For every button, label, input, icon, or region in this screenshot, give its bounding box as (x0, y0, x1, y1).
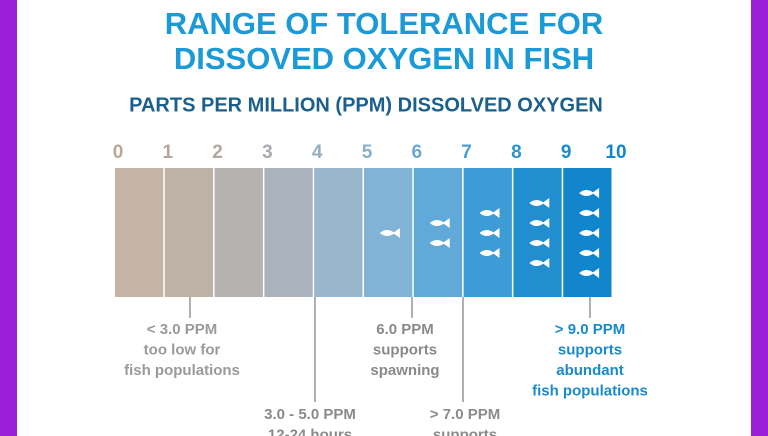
scale-label: 6 (412, 142, 423, 163)
scale-segment (413, 168, 463, 297)
fish-icon (429, 238, 450, 248)
subtitle: PARTS PER MILLION (PPM) DISSOLVED OXYGEN (129, 94, 603, 116)
fish-icon (479, 208, 500, 218)
annotation-text: 12-24 hours (268, 426, 352, 436)
annotation-text: abundant (556, 362, 624, 379)
left-border (0, 0, 17, 436)
fish-icon (579, 188, 600, 198)
fish-icon (529, 218, 550, 228)
scale-segment (513, 168, 562, 297)
annotation-text: 6.0 PPM (376, 321, 434, 338)
scale-label: 9 (561, 142, 572, 163)
annotation-text: 3.0 - 5.0 PPM (264, 406, 356, 423)
scale-segment (314, 168, 363, 297)
scale-label: 1 (163, 142, 174, 163)
scale-label: 7 (461, 142, 472, 163)
annotation-text: fish populations (532, 382, 648, 399)
scale-label: 3 (262, 142, 273, 163)
annotation-text: too low for (144, 341, 221, 358)
scale-label: 0 (113, 142, 124, 163)
annotation-text: > 9.0 PPM (555, 321, 625, 338)
annotation-text: spawning (370, 362, 439, 379)
scale-label: 8 (511, 142, 522, 163)
fish-icon (579, 228, 600, 238)
fish-icon (479, 228, 500, 238)
annotation-text: supports (373, 341, 437, 358)
fish-icon (479, 248, 500, 258)
scale-segment (264, 168, 313, 297)
fish-icon (579, 208, 600, 218)
fish-icon (529, 258, 550, 268)
scale-segment (214, 168, 263, 297)
fish-icon (579, 268, 600, 278)
scale-label: 5 (362, 142, 373, 163)
fish-icon (529, 238, 550, 248)
annotation-text: > 7.0 PPM (430, 406, 500, 423)
right-border (751, 0, 768, 436)
fish-icon (429, 218, 450, 228)
annotation-text: supports (433, 426, 497, 436)
scale-segment (115, 168, 164, 297)
fish-icon (579, 248, 600, 258)
annotation-text: fish populations (124, 362, 240, 379)
annotation-text: supports (558, 341, 622, 358)
title-line: DISSOVED OXYGEN IN FISH (174, 41, 594, 76)
fish-icon (379, 228, 400, 238)
scale-label: 4 (312, 142, 323, 163)
title-line: RANGE OF TOLERANCE FOR (165, 6, 604, 41)
scale-segment (164, 168, 214, 297)
annotation-text: < 3.0 PPM (147, 321, 217, 338)
scale-label: 2 (212, 142, 223, 163)
fish-icon (529, 198, 550, 208)
scale-label: 10 (605, 142, 626, 163)
